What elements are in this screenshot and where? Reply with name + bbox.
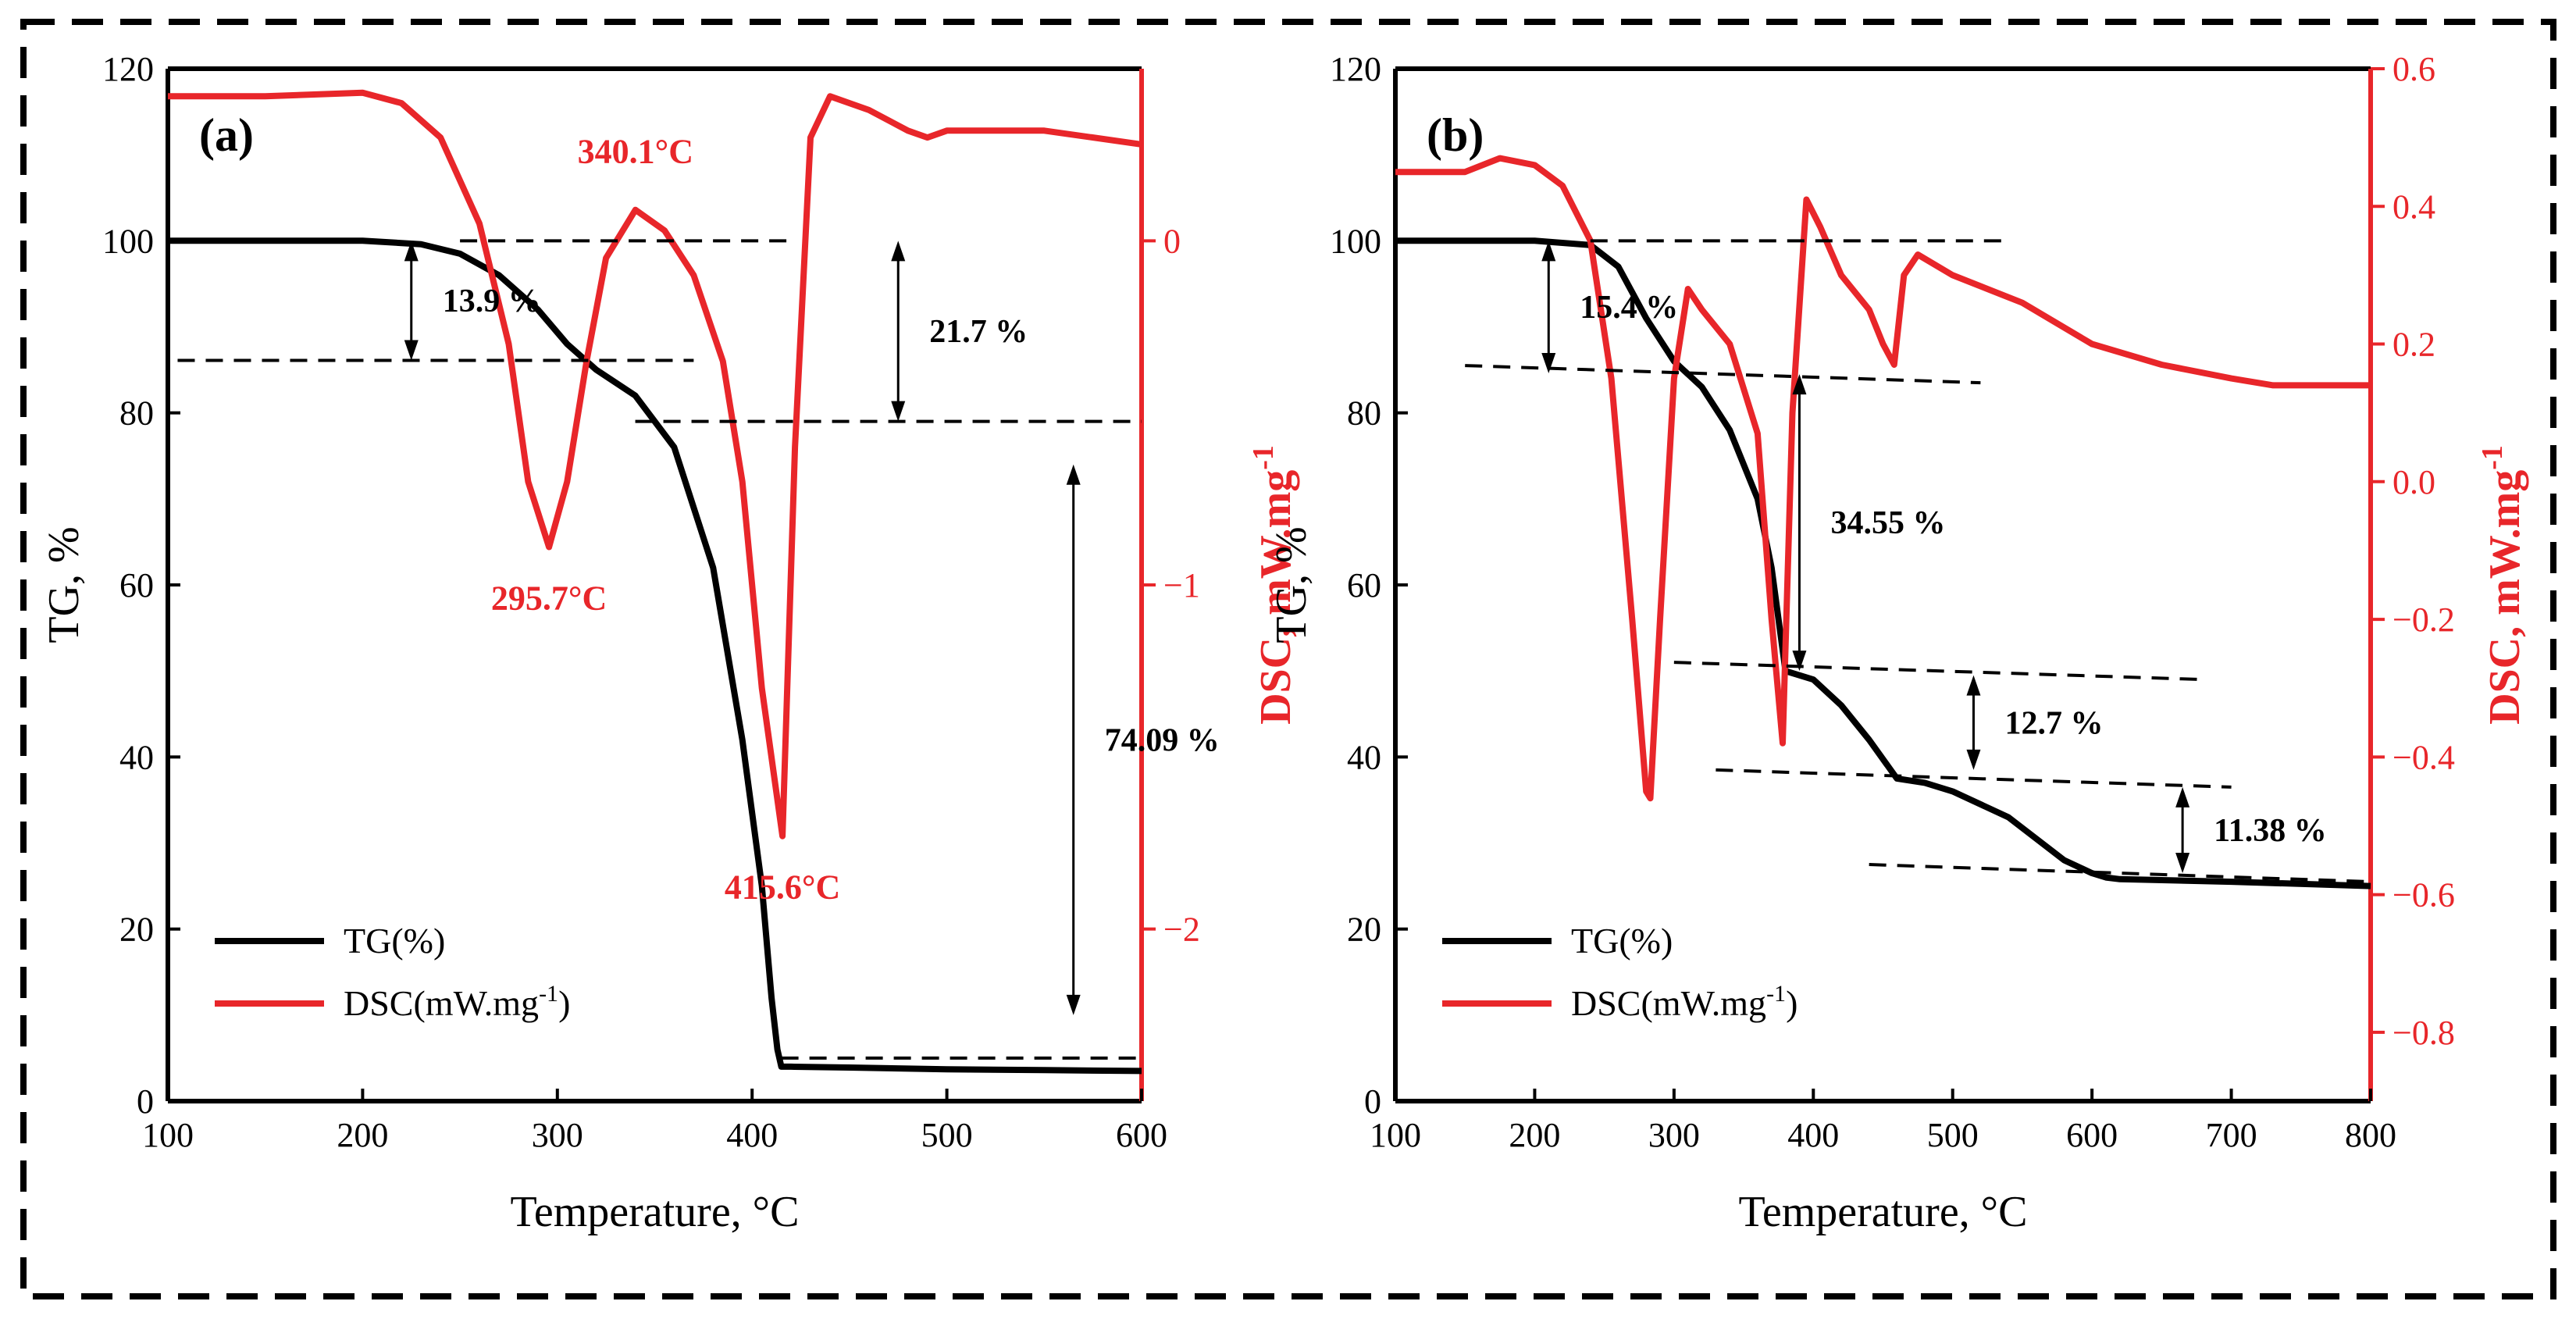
tg-series-line [168,237,1142,1075]
y-axis-title: TG, % [40,526,88,643]
mass-loss-label: 15.4 % [1580,290,1678,326]
legend-tg-label: TG(%) [344,921,445,961]
y-tick-label: 20 [1347,911,1381,949]
y-tick-label: 60 [119,566,154,604]
mass-loss-label: 11.38 % [2214,813,2327,849]
arrow-head [1541,241,1556,262]
y2-axis-title-sup: -1 [1247,445,1280,470]
dashed-guide-line [1465,364,1981,385]
y-axis-title: TG, % [1267,526,1316,643]
y-tick-label: 40 [1347,738,1381,776]
x-tick-label: 400 [726,1116,778,1154]
arrow-head [404,241,419,262]
dsc-series-line [1395,155,2371,802]
y2-tick-label: −0.4 [2393,738,2455,776]
y2-tick-label: 0.0 [2393,463,2435,501]
dashed-guide-line [1673,661,2204,682]
dsc-series-line [168,89,1142,840]
arrow-head [1792,651,1807,672]
x-tick-label: 500 [921,1116,973,1154]
arrow-head [1066,464,1081,485]
dsc-peak-label: 295.7°C [491,579,607,618]
mass-loss-label: 21.7 % [929,314,1028,350]
y2-axis-title: DSC, mW.mg-1 [1247,445,1300,725]
x-tick-label: 600 [1116,1116,1167,1154]
legend-dsc-label-close: ) [558,983,570,1023]
x-tick-label: 700 [2206,1116,2257,1154]
mass-loss-label: 12.7 % [2004,705,2103,741]
x-axis-title: Temperature, °C [511,1188,800,1236]
panel-a: 100 200 300 400 500 600 0 20 40 60 80 100 120 −2 −1 0 Te… [40,50,1300,1236]
legend-dsc-label-main: DSC(mW.mg [1571,983,1766,1023]
y-tick-label: 100 [102,222,154,260]
mass-loss-label: 74.09 % [1105,722,1220,758]
arrow-head [404,340,419,361]
panel-label: (a) [199,109,254,161]
y2-axis-title: DSC, mW.mg-1 [2476,445,2529,725]
x-tick-label: 200 [337,1116,388,1154]
y2-tick-label: −0.8 [2393,1014,2455,1052]
y-tick-label: 0 [137,1082,154,1121]
legend-dsc-label-main: DSC(mW.mg [344,983,539,1023]
y2-tick-label: 0.2 [2393,326,2435,364]
arrow-head [1541,352,1556,373]
y2-axis-title-sup: -1 [2476,445,2509,470]
x-tick-label: 200 [1509,1116,1560,1154]
y2-tick-label: −0.2 [2393,601,2455,639]
y-tick-label: 60 [1347,566,1381,604]
y2-tick-label: 0 [1163,222,1181,260]
x-tick-label: 400 [1787,1116,1839,1154]
y2-axis-title-main: DSC, mW.mg [2481,470,2529,725]
legend-tg-label: TG(%) [1571,921,1673,961]
y2-tick-label: 0.4 [2393,187,2435,226]
arrow-head [1066,994,1081,1015]
x-tick-label: 300 [532,1116,583,1154]
dsc-peak-label: 415.6°C [725,868,840,907]
x-axis-title: Temperature, °C [1739,1188,2028,1236]
y2-tick-label: −1 [1163,566,1200,604]
y-tick-label: 20 [119,911,154,949]
x-tick-label: 500 [1927,1116,1979,1154]
y-tick-label: 80 [1347,394,1381,433]
dsc-peak-label: 340.1°C [578,133,693,171]
legend-dsc-label: DSC(mW.mg-1) [1571,981,1797,1023]
mass-loss-label: 13.9 % [443,283,541,319]
panel-label: (b) [1427,109,1484,161]
legend-dsc-label-close: ) [1786,983,1797,1023]
outer-dashed-frame [20,19,2556,1299]
y-tick-label: 120 [102,50,154,88]
dashed-guide-line [1716,768,2232,789]
x-tick-label: 100 [1370,1116,1421,1154]
y-tick-label: 100 [1330,222,1381,260]
legend-dsc-label-sup: -1 [539,981,558,1007]
x-tick-label: 100 [142,1116,194,1154]
legend-dsc-label-sup: -1 [1766,981,1786,1007]
panel-b: 100 200 300 400 500 600 700 800 0 20 40 60 80 100 120 −… [1267,50,2529,1236]
y2-tick-label: 0.6 [2393,50,2435,88]
arrow-head [891,241,906,262]
arrow-head [891,401,906,422]
arrow-head [1792,374,1807,395]
x-tick-label: 300 [1648,1116,1700,1154]
y-tick-label: 120 [1330,50,1381,88]
y-tick-label: 80 [119,394,154,433]
arrow-head [2175,853,2190,874]
y2-tick-label: −2 [1163,911,1200,949]
x-tick-label: 600 [2066,1116,2118,1154]
arrow-head [1966,749,1981,770]
arrow-head [2175,786,2190,807]
y2-axis-title-main: DSC, mW.mg [1252,470,1300,725]
mass-loss-label: 34.55 % [1830,505,1945,541]
x-tick-label: 800 [2345,1116,2396,1154]
y2-tick-label: −0.6 [2393,876,2455,914]
legend-dsc-label: DSC(mW.mg-1) [344,981,570,1023]
arrow-head [1966,675,1981,696]
y-tick-label: 0 [1364,1082,1381,1121]
tg-series-line [1395,237,2371,889]
y-tick-label: 40 [119,738,154,776]
